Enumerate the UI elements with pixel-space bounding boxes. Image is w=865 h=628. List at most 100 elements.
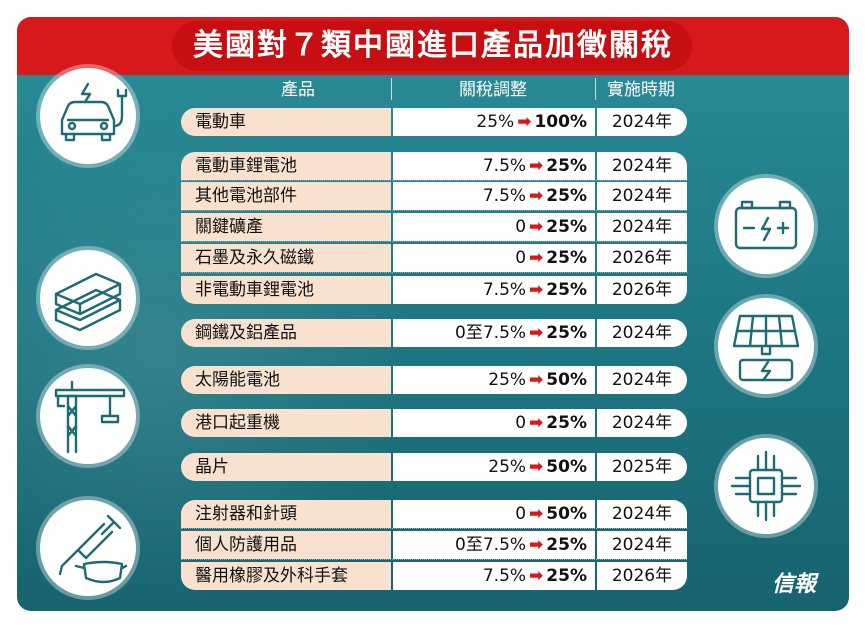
- time-cell: 2024年: [597, 152, 687, 180]
- new-rate: 50%: [546, 457, 587, 477]
- old-rate: 0: [515, 248, 527, 268]
- old-rate: 0: [515, 217, 527, 237]
- rate-cell: 7.5% ➡ 25%: [393, 562, 595, 590]
- old-rate: 25%: [488, 457, 527, 477]
- table-row: 非電動車鋰電池 7.5% ➡ 25% 2026年: [181, 276, 687, 304]
- syringe-mask-icon: [40, 500, 136, 596]
- arrow-icon: ➡: [529, 156, 544, 176]
- time-cell: 2024年: [597, 182, 687, 210]
- rate-cell: 7.5% ➡ 25%: [393, 152, 595, 180]
- arrow-icon: ➡: [529, 248, 544, 268]
- old-rate: 0: [515, 413, 527, 433]
- product-cell: 注射器和針頭: [181, 500, 391, 528]
- table-row: 電動車鋰電池 7.5% ➡ 25% 2024年: [181, 152, 687, 181]
- rate-cell: 25% ➡ 100%: [393, 108, 595, 136]
- time-cell: 2025年: [597, 453, 687, 481]
- time-cell: 2026年: [597, 244, 687, 272]
- rate-cell: 7.5% ➡ 25%: [393, 182, 595, 210]
- old-rate: 7.5%: [482, 186, 527, 206]
- time-cell: 2026年: [597, 562, 687, 590]
- header-time: 實施時期: [607, 80, 675, 100]
- time-cell: 2024年: [597, 108, 687, 136]
- old-rate: 7.5%: [482, 156, 527, 176]
- product-cell: 太陽能電池: [181, 366, 391, 394]
- row-divider: [181, 272, 687, 273]
- row-divider: [181, 559, 687, 560]
- arrow-icon: ➡: [517, 112, 532, 132]
- product-cell: 其他電池部件: [181, 182, 391, 210]
- table-row: 石墨及永久磁鐵 0 ➡ 25% 2026年: [181, 244, 687, 273]
- new-rate: 25%: [546, 323, 587, 343]
- header-divider: [391, 78, 392, 100]
- product-cell: 鋼鐵及鋁產品: [181, 319, 391, 347]
- table-row: 晶片 25% ➡ 50% 2025年: [181, 453, 687, 481]
- product-cell: 關鍵礦產: [181, 213, 391, 241]
- table-row: 注射器和針頭 0 ➡ 50% 2024年: [181, 500, 687, 529]
- old-rate: 25%: [488, 370, 527, 390]
- electric-car-icon: [40, 68, 136, 164]
- product-cell: 非電動車鋰電池: [181, 276, 391, 304]
- row-divider: [181, 180, 687, 181]
- old-rate: 25%: [476, 112, 515, 132]
- new-rate: 25%: [546, 413, 587, 433]
- new-rate: 50%: [546, 370, 587, 390]
- rate-cell: 0 ➡ 25%: [393, 213, 595, 241]
- rate-cell: 0至7.5% ➡ 25%: [393, 319, 595, 347]
- time-cell: 2026年: [597, 276, 687, 304]
- rate-cell: 25% ➡ 50%: [393, 453, 595, 481]
- old-rate: 0至7.5%: [455, 535, 527, 555]
- rate-cell: 0 ➡ 25%: [393, 409, 595, 437]
- arrow-icon: ➡: [529, 457, 544, 477]
- time-cell: 2024年: [597, 500, 687, 528]
- arrow-icon: ➡: [529, 504, 544, 524]
- new-rate: 25%: [546, 280, 587, 300]
- new-rate: 25%: [546, 566, 587, 586]
- rate-cell: 0 ➡ 25%: [393, 244, 595, 272]
- product-cell: 電動車: [181, 108, 391, 136]
- battery-icon: [718, 178, 814, 274]
- row-divider: [181, 241, 687, 242]
- table-row: 關鍵礦產 0 ➡ 25% 2024年: [181, 213, 687, 242]
- chip-icon: [718, 438, 814, 534]
- header-product: 產品: [281, 80, 315, 100]
- table-row: 個人防護用品 0至7.5% ➡ 25% 2024年: [181, 531, 687, 560]
- new-rate: 25%: [546, 217, 587, 237]
- old-rate: 7.5%: [482, 566, 527, 586]
- infographic-title: 美國對７類中國進口產品加徵關稅: [193, 28, 673, 63]
- rate-cell: 7.5% ➡ 25%: [393, 276, 595, 304]
- rate-cell: 25% ➡ 50%: [393, 366, 595, 394]
- arrow-icon: ➡: [529, 280, 544, 300]
- arrow-icon: ➡: [529, 566, 544, 586]
- new-rate: 25%: [546, 186, 587, 206]
- solar-panel-icon: [718, 298, 814, 394]
- table-row: 電動車 25% ➡ 100% 2024年: [181, 108, 687, 136]
- new-rate: 25%: [546, 248, 587, 268]
- arrow-icon: ➡: [529, 323, 544, 343]
- table-row: 其他電池部件 7.5% ➡ 25% 2024年: [181, 182, 687, 211]
- table-row: 港口起重機 0 ➡ 25% 2024年: [181, 409, 687, 437]
- crane-icon: [40, 368, 136, 464]
- table-row: 太陽能電池 25% ➡ 50% 2024年: [181, 366, 687, 394]
- row-divider: [181, 528, 687, 529]
- header-divider: [595, 78, 596, 100]
- time-cell: 2024年: [597, 213, 687, 241]
- steel-beams-icon: [40, 250, 136, 346]
- header-rate: 關稅調整: [459, 80, 527, 100]
- time-cell: 2024年: [597, 531, 687, 559]
- arrow-icon: ➡: [529, 217, 544, 237]
- old-rate: 7.5%: [482, 280, 527, 300]
- new-rate: 25%: [546, 535, 587, 555]
- product-cell: 醫用橡膠及外科手套: [181, 562, 391, 590]
- new-rate: 100%: [534, 112, 587, 132]
- time-cell: 2024年: [597, 366, 687, 394]
- time-cell: 2024年: [597, 319, 687, 347]
- title-bar: [17, 17, 849, 75]
- new-rate: 25%: [546, 156, 587, 176]
- arrow-icon: ➡: [529, 186, 544, 206]
- product-cell: 電動車鋰電池: [181, 152, 391, 180]
- table-row: 醫用橡膠及外科手套 7.5% ➡ 25% 2026年: [181, 562, 687, 590]
- rate-cell: 0至7.5% ➡ 25%: [393, 531, 595, 559]
- product-cell: 石墨及永久磁鐵: [181, 244, 391, 272]
- table-row: 鋼鐵及鋁產品 0至7.5% ➡ 25% 2024年: [181, 319, 687, 347]
- product-cell: 晶片: [181, 453, 391, 481]
